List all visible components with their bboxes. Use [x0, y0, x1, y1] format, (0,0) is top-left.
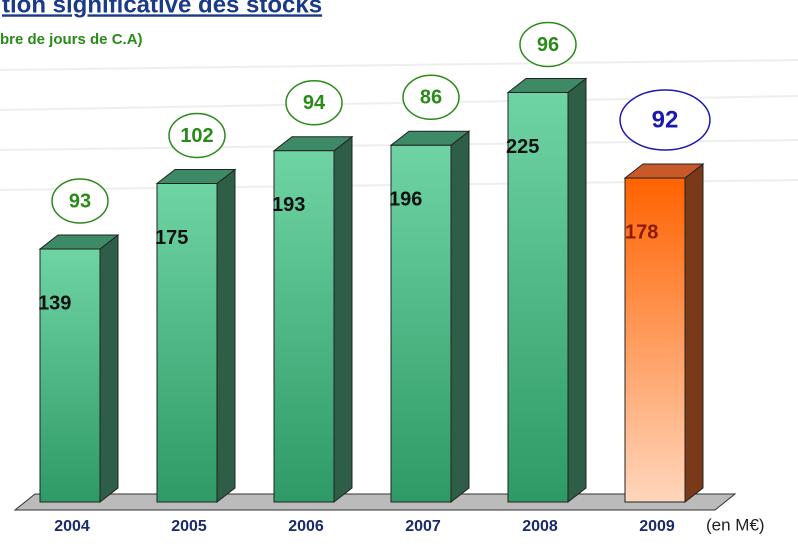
- bar-value-label: 175: [155, 227, 188, 249]
- bar-side: [450, 130, 470, 504]
- chart-title: tion significative des stocks: [2, 0, 322, 18]
- bar-value-label: 193: [272, 194, 305, 216]
- bar-value-label: 178: [625, 221, 658, 243]
- annotation-oval: [619, 89, 711, 151]
- bar: [624, 177, 686, 503]
- annotation-oval: [168, 112, 226, 159]
- bar-side: [216, 168, 236, 504]
- bar-value-label: 225: [506, 136, 539, 158]
- bar-side: [99, 233, 119, 504]
- bar-side: [333, 135, 353, 504]
- bar: [39, 248, 101, 503]
- bar-value-label: 196: [389, 189, 422, 211]
- annotation-oval: [285, 79, 343, 126]
- unit-label: (en M€): [706, 515, 765, 534]
- bar: [156, 183, 218, 503]
- x-tick-label: 2004: [54, 518, 90, 535]
- bar-side: [567, 77, 587, 504]
- annotation-oval: [519, 21, 577, 68]
- bar: [390, 144, 452, 503]
- bar-value-label: 139: [38, 292, 71, 314]
- annotation-label: 92: [652, 106, 679, 133]
- annotation-label: 94: [303, 92, 326, 114]
- annotation-oval: [402, 74, 460, 121]
- chart-subtitle: bre de jours de C.A): [0, 31, 143, 48]
- annotation-label: 86: [420, 87, 442, 109]
- x-tick-label: 2009: [639, 518, 675, 535]
- bar-side: [684, 163, 704, 504]
- annotation-label: 93: [69, 190, 91, 212]
- bar: [507, 92, 569, 503]
- annotation-oval: [51, 178, 109, 224]
- annotation-label: 102: [180, 125, 213, 147]
- x-tick-label: 2006: [288, 518, 324, 535]
- x-tick-label: 2005: [171, 518, 207, 535]
- x-tick-label: 2008: [522, 518, 558, 535]
- x-tick-label: 2007: [405, 518, 441, 535]
- bar: [273, 150, 335, 503]
- annotation-label: 96: [537, 34, 559, 56]
